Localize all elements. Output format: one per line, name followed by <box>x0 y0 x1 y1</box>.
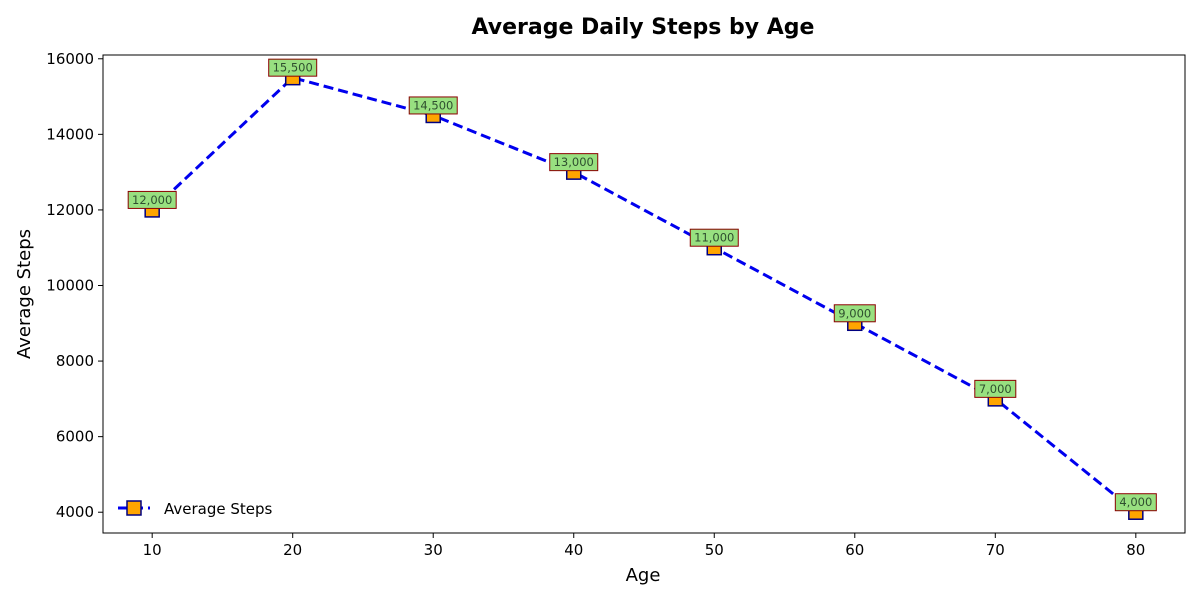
legend-label: Average Steps <box>164 500 273 518</box>
data-label-box <box>689 228 739 247</box>
data-label-box <box>268 58 318 77</box>
data-label-box <box>833 304 876 323</box>
y-axis: 4000 6000 8000 10000 12000 14000 16000 <box>46 50 103 521</box>
y-tick-label: 10000 <box>46 276 94 294</box>
data-label-box <box>1114 493 1157 512</box>
y-tick-label: 4000 <box>56 503 94 521</box>
data-label: 12,000 <box>132 193 172 207</box>
x-tick-label: 30 <box>424 541 443 559</box>
series-line <box>151 76 1137 514</box>
x-tick-label: 10 <box>143 541 162 559</box>
legend: Average Steps <box>118 500 273 518</box>
data-label: 15,500 <box>273 61 313 75</box>
data-label: 4,000 <box>1119 495 1152 509</box>
x-tick-label: 80 <box>1126 541 1145 559</box>
data-label: 13,000 <box>554 155 594 169</box>
y-tick-label: 12000 <box>46 201 94 219</box>
data-label-box <box>549 153 599 172</box>
y-tick-label: 14000 <box>46 125 94 143</box>
plot-area <box>102 54 1186 534</box>
data-label: 7,000 <box>979 382 1012 396</box>
legend-marker-swatch <box>126 500 142 516</box>
data-labels: 12,000 15,500 14,500 13,000 11,000 9,000 7,000… <box>127 58 1157 512</box>
x-tick-label: 70 <box>986 541 1005 559</box>
x-tick-label: 20 <box>283 541 302 559</box>
chart-title: Average Daily Steps by Age <box>472 15 815 40</box>
data-label: 14,500 <box>413 98 453 112</box>
data-label: 11,000 <box>694 231 734 245</box>
series-layer <box>144 69 1144 520</box>
x-tick-label: 60 <box>845 541 864 559</box>
data-label-box <box>127 190 177 209</box>
y-axis-label: Average Steps <box>14 229 35 359</box>
data-label-box <box>408 96 458 115</box>
x-tick-label: 50 <box>705 541 724 559</box>
y-tick-label: 16000 <box>46 50 94 68</box>
x-axis-label: Age <box>626 565 661 586</box>
y-tick-label: 8000 <box>56 352 94 370</box>
data-label: 9,000 <box>838 306 871 320</box>
data-label-box <box>974 379 1017 398</box>
x-axis: 10 20 30 40 50 60 70 80 <box>143 533 1145 559</box>
y-tick-label: 6000 <box>56 428 94 446</box>
x-tick-label: 40 <box>564 541 583 559</box>
